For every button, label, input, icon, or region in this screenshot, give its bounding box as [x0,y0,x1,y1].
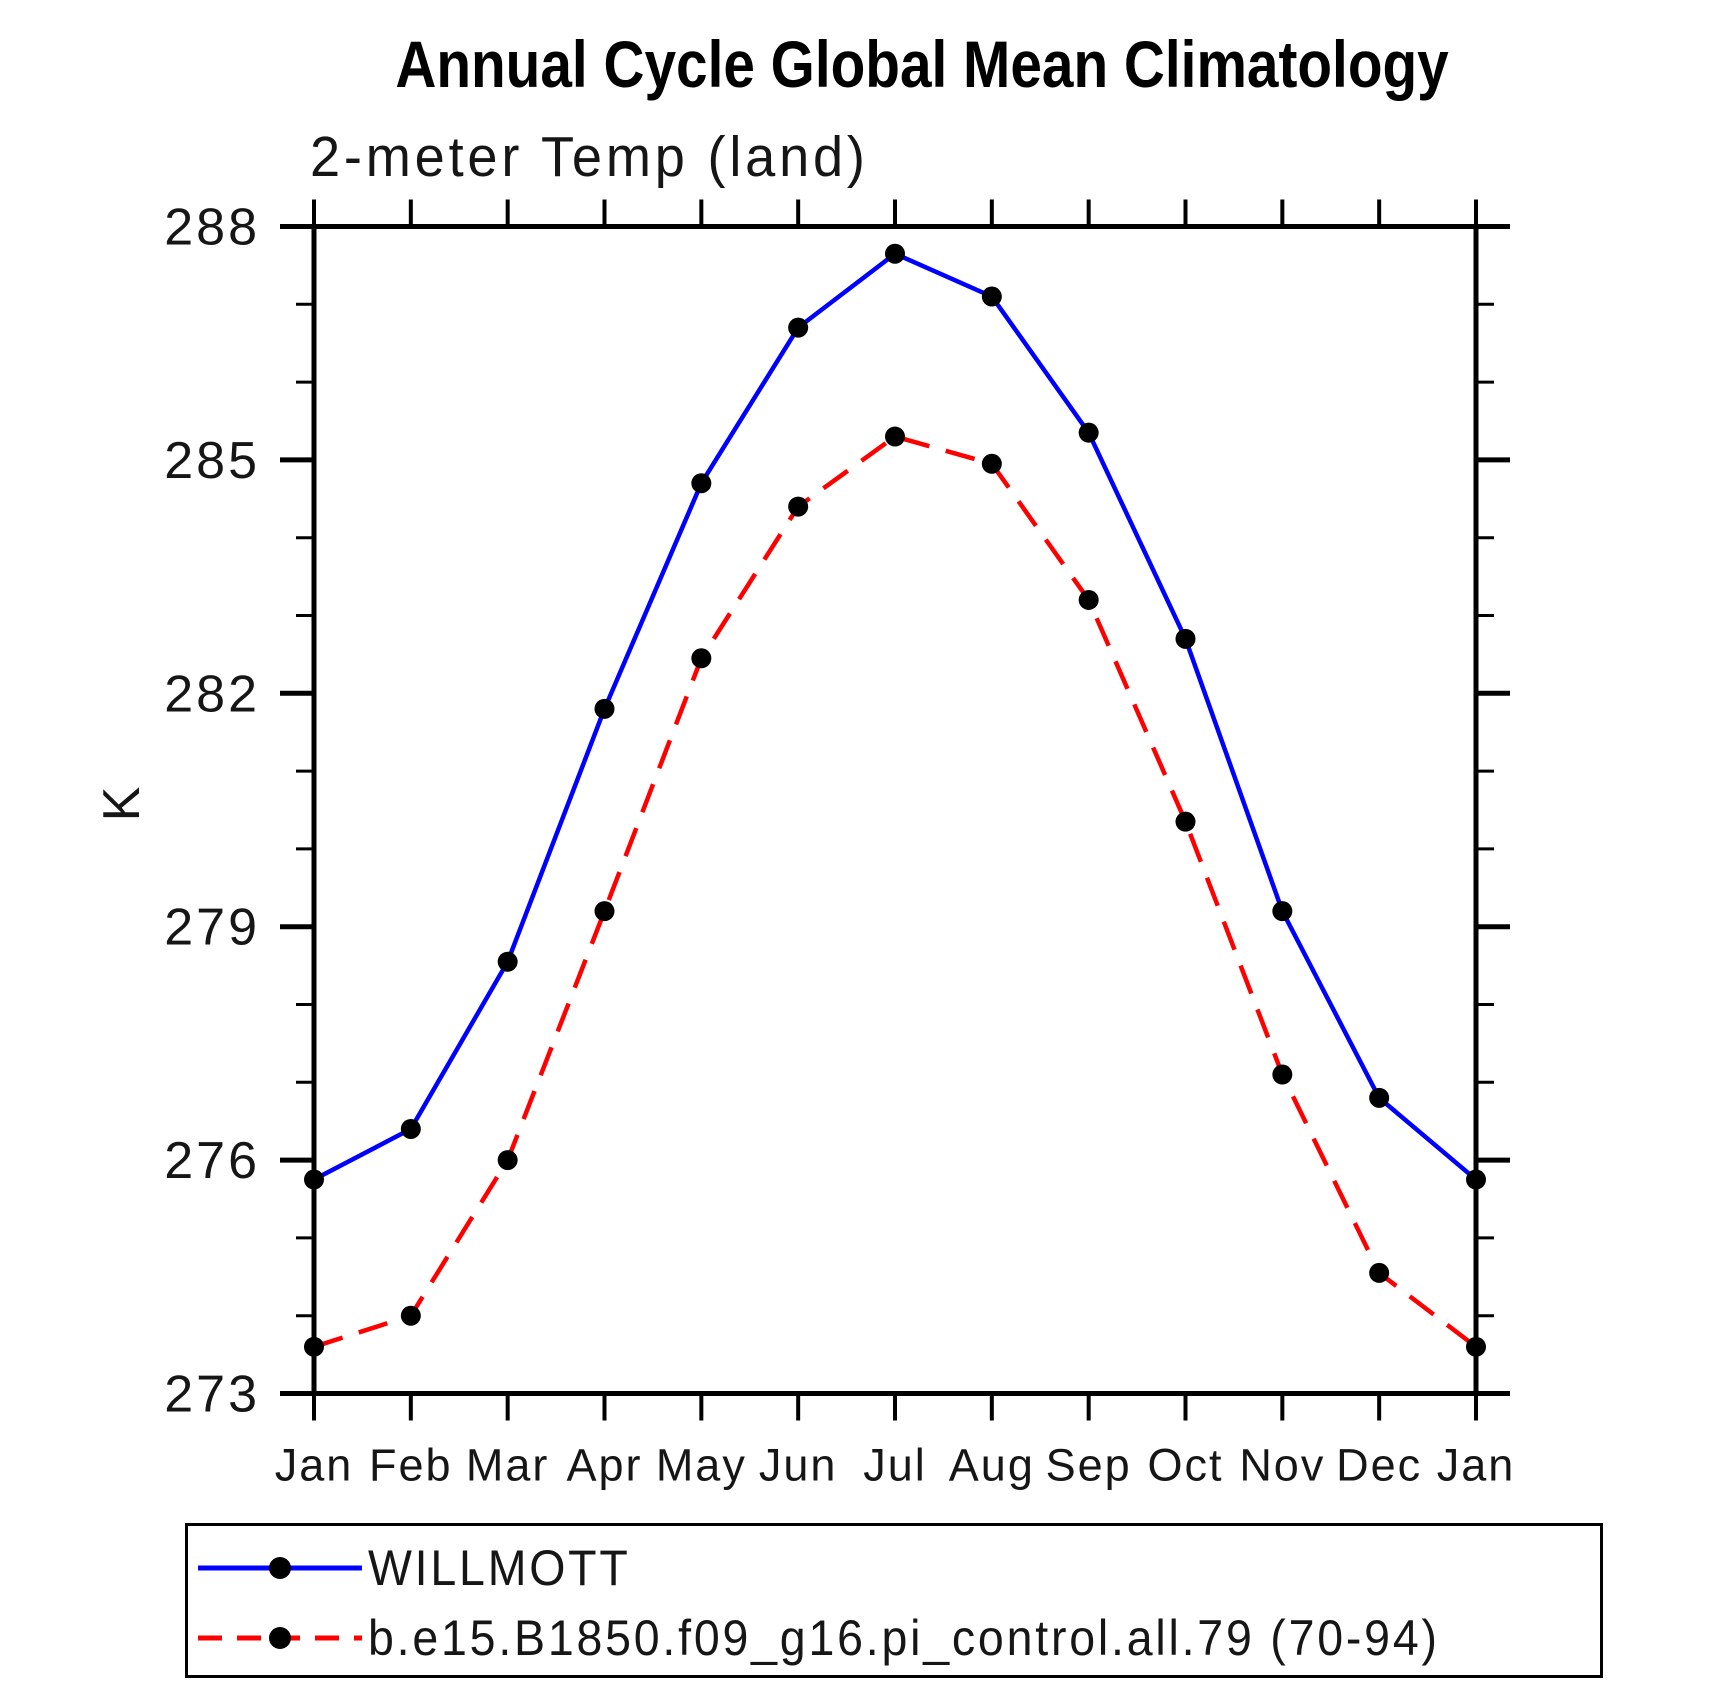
chart-subtitle: 2-meter Temp (land) [310,125,869,189]
y-tick-label: 276 [164,1132,260,1190]
data-point-marker [1466,1169,1486,1190]
data-point-marker [594,698,615,719]
data-point-marker [304,1336,324,1357]
data-point-marker [1078,589,1099,610]
y-tick-label: 273 [164,1366,260,1424]
x-tick-label: Aug [949,1440,1035,1491]
x-tick-label: Feb [369,1440,453,1491]
data-point-marker [788,496,809,517]
x-tick-label: Sep [1046,1440,1132,1491]
data-point-marker [691,648,712,669]
data-point-marker [885,243,905,264]
x-tick-label: May [656,1440,747,1491]
legend-entry-willmott: WILLMOTT [192,1540,650,1596]
x-tick-label: Jan [275,1440,354,1491]
chart-title: Annual Cycle Global Mean Climatology [395,27,1449,101]
data-point-marker [788,317,809,338]
y-tick-label: 285 [164,432,260,490]
x-tick-label: Dec [1336,1440,1422,1491]
data-point-marker [1466,1336,1486,1357]
x-tick-label: Jun [759,1440,838,1491]
data-point-marker [400,1305,421,1326]
data-point-marker [594,901,615,922]
data-point-marker [1272,1064,1293,1085]
data-point-marker [885,426,905,447]
series-line-1 [313,434,1478,1349]
y-tick-label: 282 [164,665,260,723]
data-point-marker [497,951,518,972]
x-tick-label: Jan [1437,1440,1516,1491]
x-tick-label: Jul [863,1440,927,1491]
data-point-marker [981,453,1002,474]
data-point-marker [1369,1087,1390,1108]
data-point-marker [400,1118,421,1139]
data-point-marker [691,473,712,494]
x-tick-label: Mar [466,1440,550,1491]
x-tick-label: Apr [566,1440,642,1491]
data-point-marker [1078,422,1099,443]
data-point-marker [304,1169,324,1190]
data-point-marker [981,286,1002,307]
plot-box [311,224,1479,1396]
legend-line-sample-dashed-icon [198,1627,362,1649]
legend-entry-model: b.e15.B1850.f09_g16.pi_control.all.79 (7… [192,1610,1520,1666]
legend-line-sample-solid-icon [198,1557,362,1579]
y-tick-label: 288 [164,199,260,257]
legend-box: WILLMOTT b.e15.B1850.f09_g16.pi_control.… [185,1523,1603,1678]
data-point-marker [1175,628,1196,649]
y-tick-label: 279 [164,899,260,957]
data-point-marker [1369,1262,1390,1283]
data-point-marker [497,1150,518,1171]
data-point-marker [1272,901,1293,922]
x-tick-label: Oct [1147,1440,1223,1491]
legend-label: WILLMOTT [368,1540,631,1596]
data-point-marker [1175,811,1196,832]
series-line-0 [312,251,1478,1182]
x-tick-label: Nov [1239,1440,1325,1491]
legend-label: b.e15.B1850.f09_g16.pi_control.all.79 (7… [368,1610,1440,1666]
